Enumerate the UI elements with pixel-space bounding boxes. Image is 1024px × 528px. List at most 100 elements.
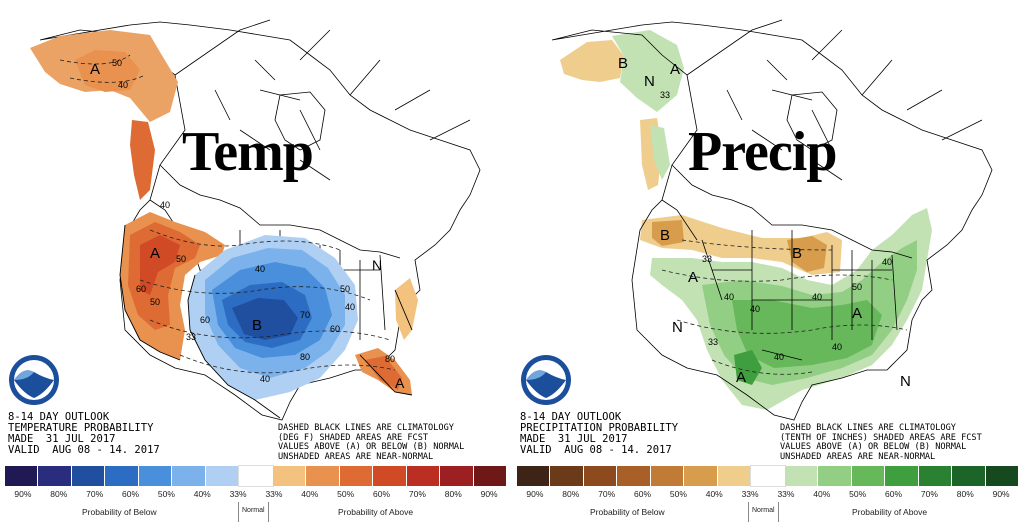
map-label-west-above: A [688, 269, 698, 286]
map-label-east-above: A [852, 305, 862, 322]
legend-tick: 90% [526, 489, 544, 499]
outlook-line: 8-14 DAY OUTLOOK [520, 411, 622, 423]
contour-label: 40 [812, 292, 822, 302]
contour-label: 40 [724, 292, 734, 302]
legend-tick: 60% [885, 489, 903, 499]
legend-swatch [617, 466, 651, 486]
contour-label: 80 [385, 354, 395, 364]
contour-label: 60 [200, 315, 210, 325]
legend-swatch [205, 466, 240, 486]
legend-swatch [38, 466, 72, 486]
outlook-line: VALID AUG 08 - 14. 2017 [8, 444, 160, 456]
legend-swatch [717, 466, 752, 486]
legend-swatch [440, 466, 474, 486]
disclaimer-line: UNSHADED AREAS ARE NEAR-NORMAL [780, 451, 936, 462]
contour-label: 40 [832, 342, 842, 352]
outlook-line: TEMPERATURE PROBABILITY [8, 422, 154, 434]
legend-swatch [650, 466, 685, 486]
legend-tick: 33% [741, 489, 759, 499]
contour-label: 60 [136, 284, 146, 294]
contour-label: 40 [260, 374, 270, 384]
outlook-line: MADE 31 JUL 2017 [520, 433, 628, 445]
contour-label: 50 [176, 254, 186, 264]
map-label-southeast-normal: N [900, 373, 911, 390]
disclaimer-line: DASHED BLACK LINES ARE CLIMATOLOGY [780, 423, 956, 433]
contour-label: 33 [660, 90, 670, 100]
map-label-southwest-above: A [736, 369, 746, 386]
legend-tick: 40% [193, 489, 211, 499]
contour-label: 60 [330, 324, 340, 334]
noaa-logo-icon [9, 355, 59, 405]
contour-label: 80 [300, 352, 310, 362]
contour-label: 40 [160, 200, 170, 210]
map-label-alaska-normal: N [644, 73, 655, 90]
contour-label: 33 [186, 332, 196, 342]
legend-normal-divider [778, 502, 779, 522]
legend-normal-divider [748, 502, 749, 522]
map-label-florida: A [395, 375, 405, 391]
map-label-alaska-above: A [670, 61, 680, 78]
outlook-text: 8-14 DAY OUTLOOK PRECIPITATION PROBABILI… [520, 412, 678, 456]
legend-tick: 90% [14, 489, 32, 499]
legend-swatch [172, 466, 206, 486]
disclaimer-text: DASHED BLACK LINES ARE CLIMATOLOGY (DEG … [278, 423, 465, 462]
legend-tick: 40% [705, 489, 723, 499]
legend-swatch [105, 466, 139, 486]
contour-label: 50 [852, 282, 862, 292]
legend-tick: 40% [813, 489, 831, 499]
legend-tick: 80% [562, 489, 580, 499]
contour-label: 50 [150, 297, 160, 307]
legend-swatch [373, 466, 407, 486]
legend-swatch [71, 466, 106, 486]
panel-title: Temp [182, 121, 314, 183]
legend-caption-above: Probability of Above [338, 507, 414, 517]
contour-label: 33 [702, 254, 712, 264]
legend-tick: 50% [849, 489, 867, 499]
legend-tick: 33% [265, 489, 283, 499]
legend-tick: 70% [86, 489, 104, 499]
legend-tick: 60% [373, 489, 391, 499]
noaa-logo-icon [521, 355, 571, 405]
map-label-west-normal: N [672, 319, 683, 336]
legend-tick: 70% [920, 489, 938, 499]
legend-caption-above: Probability of Above [852, 507, 928, 517]
legend-swatch [517, 466, 551, 486]
disclaimer-line: VALUES ABOVE (A) OR BELOW (B) NORMAL [278, 442, 465, 453]
legend-swatch [339, 466, 374, 486]
legend-swatch [985, 466, 1020, 486]
legend-normal-divider [238, 502, 239, 522]
outlook-line: VALID AUG 08 - 14. 2017 [520, 444, 672, 456]
legend-color-bar [517, 465, 1020, 487]
disclaimer-line: (TENTH OF INCHES) SHADED AREAS ARE FCST [780, 432, 982, 443]
legend-swatch [138, 466, 173, 486]
legend-tick: 50% [337, 489, 355, 499]
precipitation-map: B N A B B A N A A N 33 33 40 40 40 40 50… [551, 19, 993, 421]
legend-swatch [952, 466, 986, 486]
map-label-alaska-below: B [618, 55, 628, 72]
legend-tick: 70% [408, 489, 426, 499]
map-label-west: A [150, 245, 160, 262]
legend-swatch [684, 466, 718, 486]
legend-caption-normal: Normal [242, 507, 265, 514]
legend-ticks: 90% 80% 70% 60% 50% 40% 33% 33% 40% 50% … [5, 489, 507, 501]
legend-tick: 80% [444, 489, 462, 499]
map-label-plains-below: B [792, 245, 802, 262]
contour-label: 40 [345, 302, 355, 312]
legend-tick: 50% [669, 489, 687, 499]
legend-tick: 60% [634, 489, 652, 499]
legend-tick: 80% [956, 489, 974, 499]
legend-swatch [583, 466, 618, 486]
legend-caption-normal: Normal [752, 507, 775, 514]
contour-label: 50 [340, 284, 350, 294]
disclaimer-text: DASHED BLACK LINES ARE CLIMATOLOGY (TENT… [780, 423, 982, 462]
disclaimer-line: DASHED BLACK LINES ARE CLIMATOLOGY [278, 423, 454, 433]
legend-swatch [851, 466, 886, 486]
map-label-alaska: A [90, 61, 100, 78]
legend-swatch [784, 466, 819, 486]
legend-ticks: 90% 80% 70% 60% 50% 40% 33% 33% 40% 50% … [517, 489, 1019, 501]
contour-label: 40 [882, 257, 892, 267]
legend-caption-below: Probability of Below [590, 507, 665, 517]
disclaimer-line: UNSHADED AREAS ARE NEAR-NORMAL [278, 451, 434, 462]
contour-label: 40 [774, 352, 784, 362]
legend-tick: 70% [598, 489, 616, 499]
